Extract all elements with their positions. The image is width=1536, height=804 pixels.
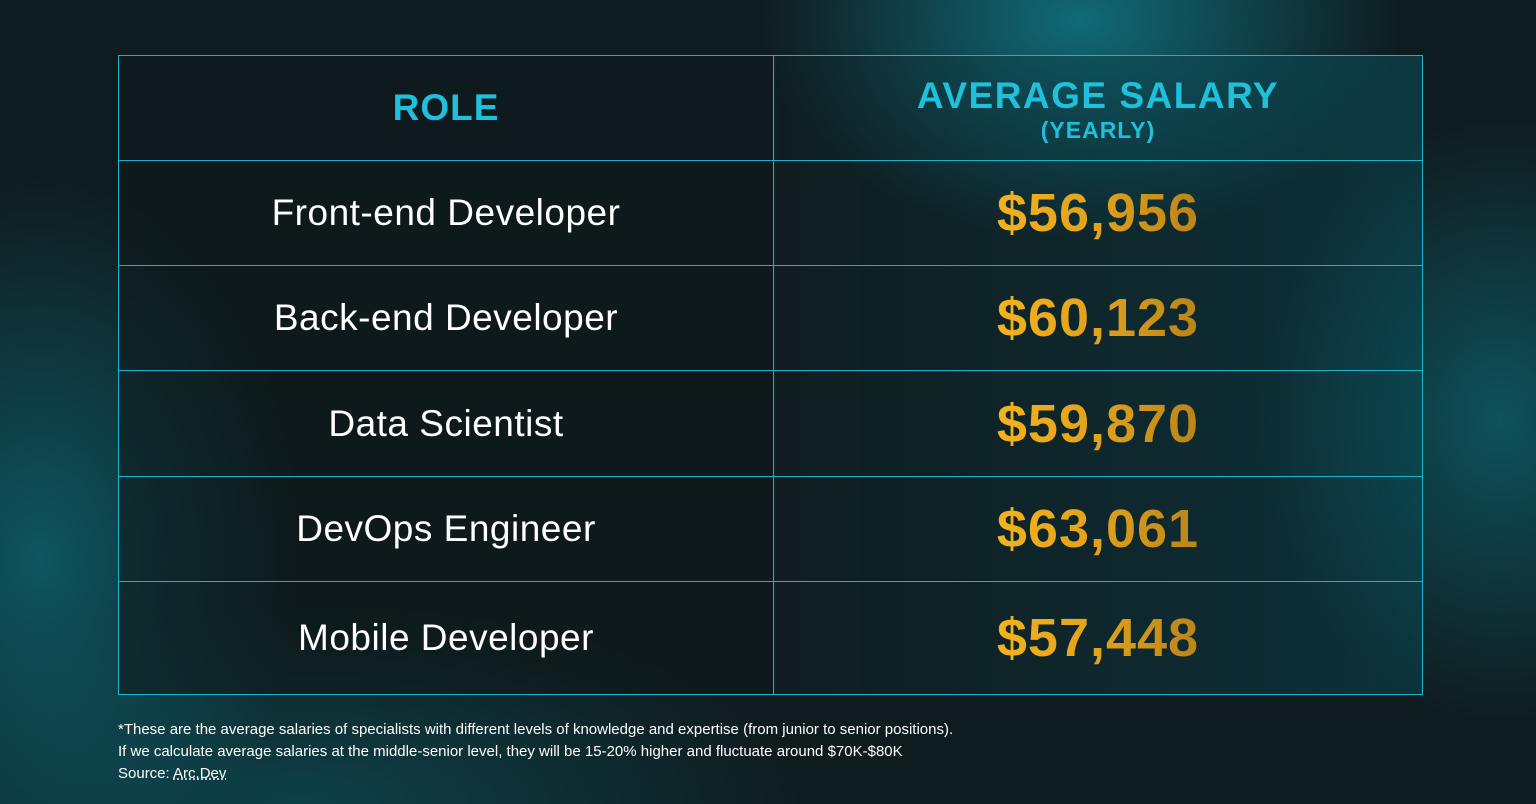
salary-value: $57,448: [996, 607, 1200, 668]
role-cell: Front-end Developer: [118, 160, 774, 267]
salary-cell: $59,870: [773, 370, 1423, 477]
footnote-line-2: If we calculate average salaries at the …: [118, 743, 903, 760]
role-name: Data Scientist: [328, 402, 564, 444]
salary-cell: $63,061: [773, 475, 1423, 582]
footnote: *These are the average salaries of speci…: [118, 719, 953, 785]
header-salary: AVERAGE SALARY (YEARLY): [773, 54, 1423, 162]
role-cell: Data Scientist: [118, 370, 774, 477]
table-row: Back-end Developer $60,123: [118, 265, 1423, 372]
role-cell: Back-end Developer: [118, 265, 774, 372]
table-row: Data Scientist $59,870: [118, 370, 1423, 477]
role-name: Front-end Developer: [271, 192, 621, 234]
role-name: DevOps Engineer: [296, 507, 596, 549]
salary-value: $63,061: [996, 498, 1200, 559]
table-header-row: ROLE AVERAGE SALARY (YEARLY): [118, 54, 1423, 162]
role-name: Back-end Developer: [273, 297, 619, 339]
salary-value: $60,123: [996, 288, 1200, 349]
salary-cell: $56,956: [773, 160, 1423, 267]
salary-value: $59,870: [996, 393, 1200, 454]
role-name: Mobile Developer: [298, 616, 594, 658]
header-role-label: ROLE: [392, 87, 500, 129]
header-salary-label: AVERAGE SALARY: [916, 75, 1280, 117]
source-label: Source:: [118, 765, 174, 782]
role-cell: DevOps Engineer: [118, 475, 774, 582]
footnote-line-1: *These are the average salaries of speci…: [118, 721, 954, 738]
header-salary-sublabel: (YEARLY): [1040, 117, 1156, 144]
header-role: ROLE: [118, 54, 774, 162]
salary-table: ROLE AVERAGE SALARY (YEARLY) Front-end D…: [118, 54, 1423, 696]
source-line: Source: Arc.Dev: [118, 763, 953, 785]
role-cell: Mobile Developer: [118, 580, 774, 696]
salary-cell: $60,123: [773, 265, 1423, 372]
table-row: DevOps Engineer $63,061: [118, 475, 1423, 582]
source-link[interactable]: Arc.Dev: [173, 765, 227, 782]
table-row: Front-end Developer $56,956: [118, 160, 1423, 267]
salary-value: $56,956: [996, 183, 1200, 244]
table-row: Mobile Developer $57,448: [118, 580, 1423, 696]
salary-table-container: ROLE AVERAGE SALARY (YEARLY) Front-end D…: [118, 54, 1423, 696]
salary-cell: $57,448: [773, 580, 1423, 696]
